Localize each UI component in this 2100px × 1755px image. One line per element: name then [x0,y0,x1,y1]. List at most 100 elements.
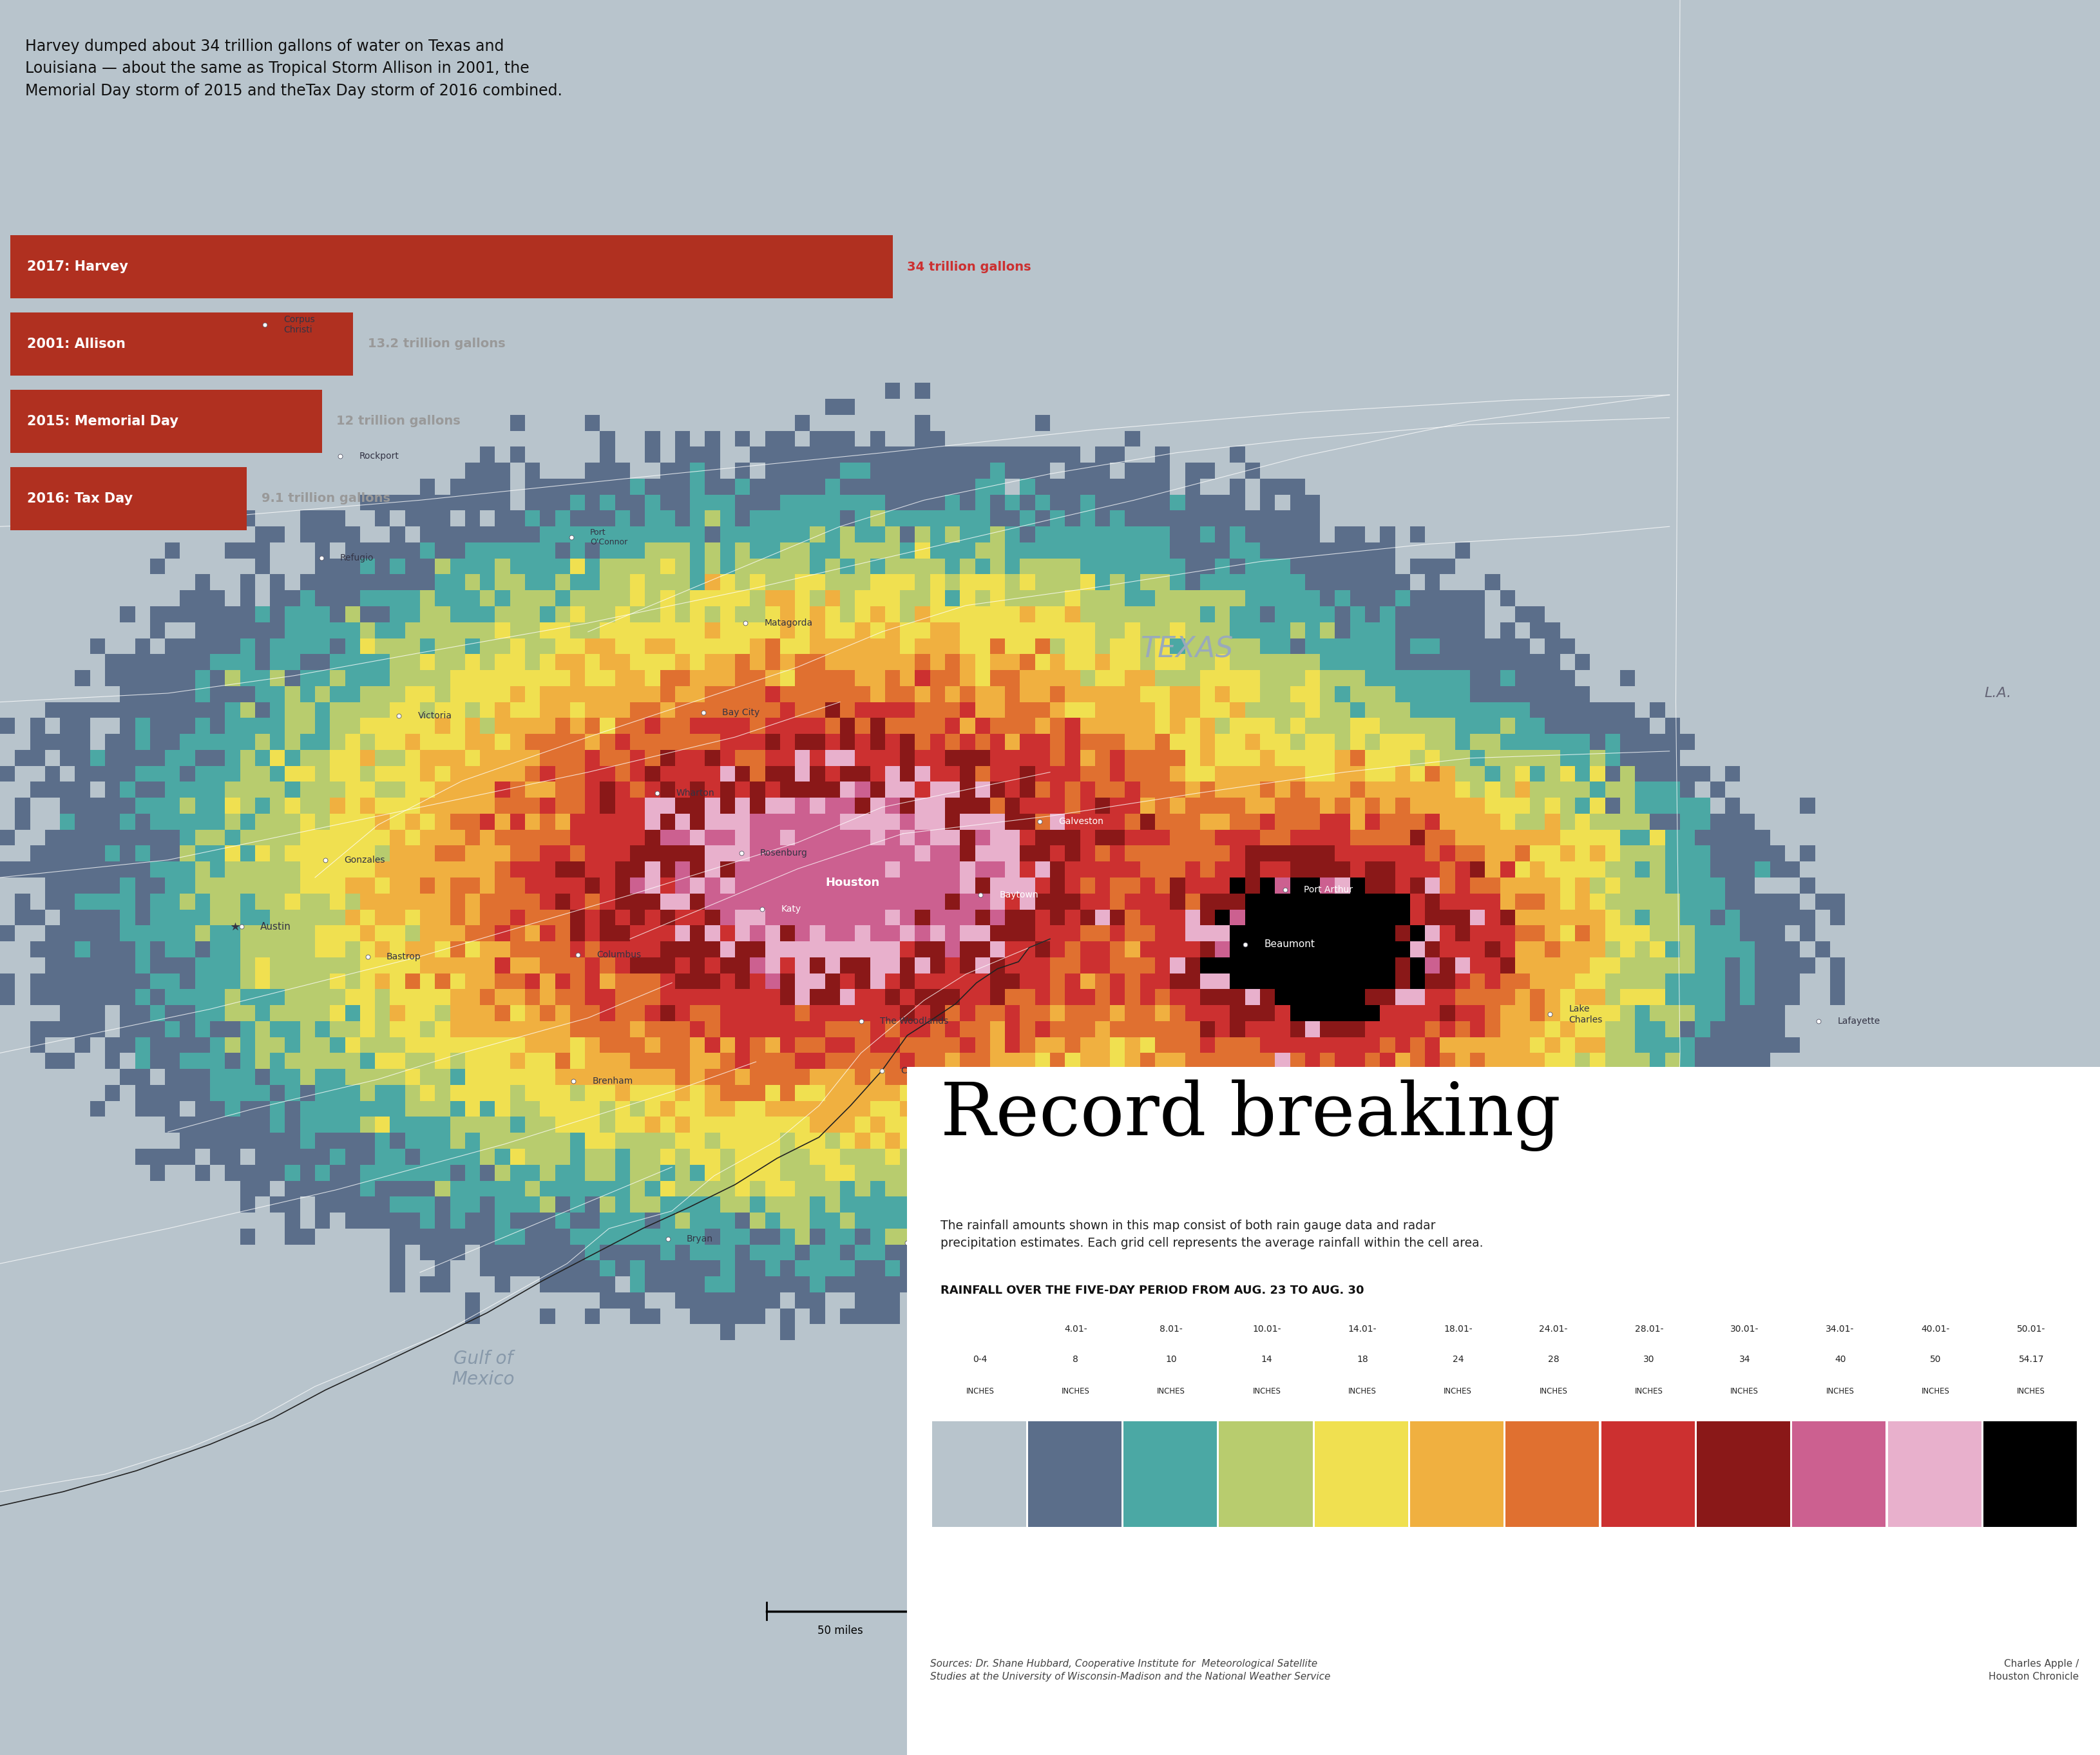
Bar [496,63,510,79]
Bar [1170,126,1186,144]
Bar [1155,158,1172,176]
Bar [420,590,437,605]
Bar [916,333,930,351]
Bar [420,286,437,304]
Bar [1919,1451,1936,1467]
Bar [601,446,615,463]
Bar [1951,1420,1966,1436]
Bar [315,972,332,990]
Bar [601,1658,615,1676]
Bar [735,1371,752,1388]
Bar [569,526,586,542]
Bar [44,142,61,160]
Bar [615,126,630,144]
Bar [1785,1100,1802,1116]
Bar [225,988,242,1006]
Bar [1966,988,1980,1006]
Bar [945,1579,962,1595]
Bar [1140,1611,1155,1627]
Bar [1560,1436,1575,1451]
Bar [29,207,46,223]
Bar [344,1386,361,1404]
Bar [1695,828,1711,846]
Bar [1846,1579,1861,1595]
Bar [735,1148,752,1165]
Bar [359,1355,376,1372]
Bar [554,1164,571,1181]
Bar [1995,1323,2012,1341]
Bar [630,318,647,335]
Bar [1111,972,1126,990]
Bar [1531,813,1546,830]
Bar [1514,398,1531,414]
Bar [1304,367,1321,383]
Bar [1485,1004,1501,1021]
Bar [1035,1100,1050,1116]
Bar [1275,925,1291,941]
Bar [1890,1307,1907,1325]
Bar [989,1355,1006,1372]
Bar [1619,302,1636,319]
Bar [1231,142,1245,160]
Bar [1126,223,1140,239]
Bar [1365,1195,1382,1213]
Bar [569,718,586,734]
Bar [359,430,376,448]
Bar [1890,1562,1907,1580]
Bar [286,446,300,463]
Bar [1890,1228,1907,1244]
Bar [1966,781,1980,799]
Bar [989,318,1006,335]
Bar [1304,95,1321,112]
Bar [1079,718,1096,734]
Bar [1770,302,1785,319]
Bar [435,972,451,990]
Bar [481,684,496,702]
Bar [166,1643,181,1658]
Bar [1756,925,1770,941]
Bar [405,1467,420,1483]
Bar [1980,462,1997,479]
Bar [1140,941,1155,956]
Bar [1365,1355,1382,1372]
Bar [691,1307,706,1325]
Bar [1455,477,1472,495]
Bar [750,893,766,909]
Bar [1680,509,1697,526]
Bar [1126,239,1140,254]
Bar [1846,1595,1861,1611]
Bar [825,1515,840,1532]
Bar [1365,1211,1382,1228]
Bar [855,1595,871,1611]
Bar [720,621,735,639]
Bar [1231,941,1245,956]
Bar [1441,893,1455,909]
Bar [1006,142,1021,160]
Bar [271,398,286,414]
Bar [15,351,32,367]
Bar [181,1611,195,1627]
Bar [540,1530,556,1548]
Bar [1756,1562,1770,1580]
Bar [1394,95,1411,112]
Bar [1245,542,1260,558]
Bar [1050,925,1067,941]
Bar [1350,1211,1365,1228]
Bar [420,653,437,670]
Text: 34 trillion gallons: 34 trillion gallons [907,261,1031,272]
Bar [0,653,17,670]
Bar [61,828,76,846]
Bar [1441,158,1455,176]
Bar [44,318,61,335]
Bar [1336,637,1350,655]
Bar [1409,956,1426,974]
Bar [391,1228,405,1244]
Bar [2085,925,2100,941]
Bar [510,1483,525,1501]
Bar [271,765,286,781]
Bar [1756,47,1770,63]
Bar [674,142,691,160]
Bar [1216,1085,1231,1100]
Bar [181,126,195,144]
Bar [134,383,151,398]
